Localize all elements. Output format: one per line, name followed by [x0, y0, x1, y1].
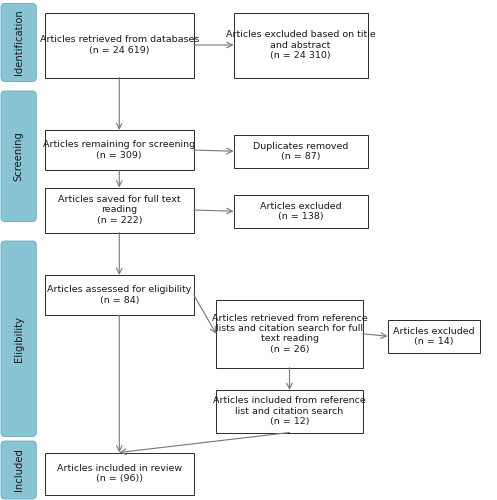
FancyBboxPatch shape	[1, 91, 36, 222]
FancyBboxPatch shape	[1, 4, 36, 82]
FancyBboxPatch shape	[388, 320, 480, 352]
Text: Screening: Screening	[13, 132, 24, 181]
Text: Articles assessed for eligibility
(n = 84): Articles assessed for eligibility (n = 8…	[47, 286, 191, 304]
Text: Articles included from reference
list and citation search
(n = 12): Articles included from reference list an…	[213, 396, 366, 426]
FancyBboxPatch shape	[45, 275, 194, 315]
Text: Articles retrieved from databases
(n = 24 619): Articles retrieved from databases (n = 2…	[40, 36, 199, 54]
Text: Articles excluded based on title
and abstract
(n = 24 310): Articles excluded based on title and abs…	[226, 30, 376, 60]
FancyBboxPatch shape	[45, 452, 194, 495]
FancyBboxPatch shape	[45, 12, 194, 78]
FancyBboxPatch shape	[216, 390, 363, 432]
FancyBboxPatch shape	[45, 188, 194, 232]
Text: Articles saved for full text
reading
(n = 222): Articles saved for full text reading (n …	[58, 195, 180, 225]
FancyBboxPatch shape	[1, 441, 36, 499]
FancyBboxPatch shape	[45, 130, 194, 170]
Text: Identification: Identification	[13, 10, 24, 76]
Text: Articles included in review
(n = (96)): Articles included in review (n = (96))	[57, 464, 182, 483]
FancyBboxPatch shape	[1, 241, 36, 436]
Text: Duplicates removed
(n = 87): Duplicates removed (n = 87)	[253, 142, 348, 161]
Text: Included: Included	[13, 448, 24, 492]
Text: Articles remaining for screening
(n = 309): Articles remaining for screening (n = 30…	[43, 140, 195, 160]
FancyBboxPatch shape	[216, 300, 363, 368]
FancyBboxPatch shape	[234, 12, 368, 78]
Text: Articles retrieved from reference
lists and citation search for full
text readin: Articles retrieved from reference lists …	[212, 314, 367, 354]
Text: Articles excluded
(n = 14): Articles excluded (n = 14)	[393, 326, 475, 346]
Text: Eligibility: Eligibility	[13, 316, 24, 362]
FancyBboxPatch shape	[234, 195, 368, 228]
Text: Articles excluded
(n = 138): Articles excluded (n = 138)	[260, 202, 341, 221]
FancyBboxPatch shape	[234, 135, 368, 168]
